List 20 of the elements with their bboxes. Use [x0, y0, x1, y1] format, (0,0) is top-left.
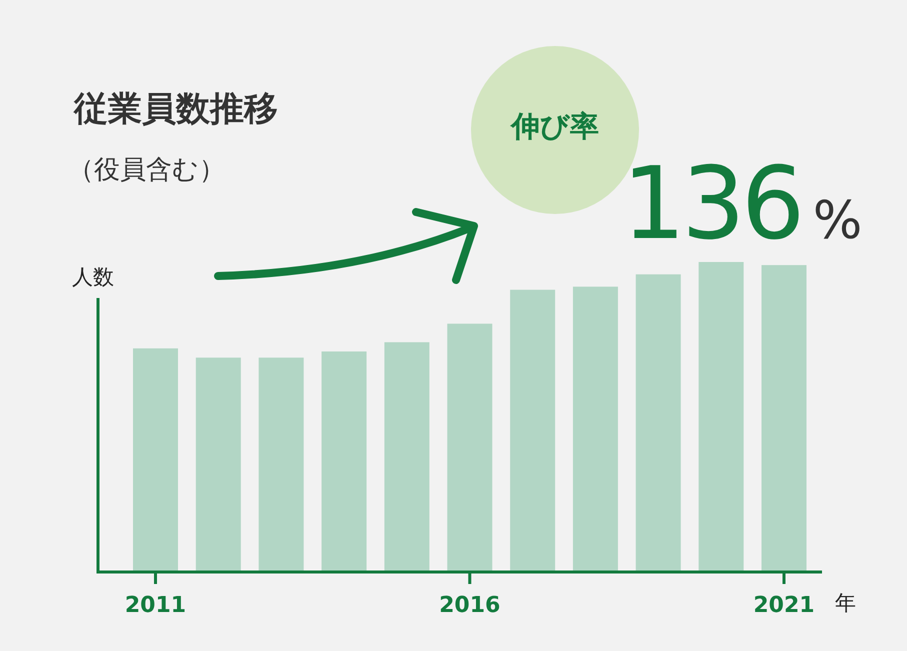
bar: [322, 351, 367, 570]
bar: [258, 358, 304, 570]
bar: [133, 348, 178, 570]
annotation: 136%: [622, 145, 860, 262]
text: 伸び率: [509, 109, 599, 143]
y-axis-title: 人数: [72, 265, 114, 289]
bar: [572, 286, 618, 570]
bar: [510, 290, 556, 570]
bar: [384, 342, 430, 570]
bar: [762, 265, 806, 570]
x-tick-label: 2021: [753, 593, 815, 618]
bar: [196, 358, 241, 570]
x-tick-label: 2011: [124, 593, 186, 618]
chart-subtitle: （役員含む）: [68, 155, 225, 185]
x-axis-title: 年: [835, 591, 856, 615]
x-tick-label: 2016: [439, 593, 500, 618]
chart-title: 従業員数推移: [73, 89, 278, 129]
bar: [636, 274, 681, 570]
bar: [698, 262, 744, 570]
bar: [447, 324, 492, 570]
